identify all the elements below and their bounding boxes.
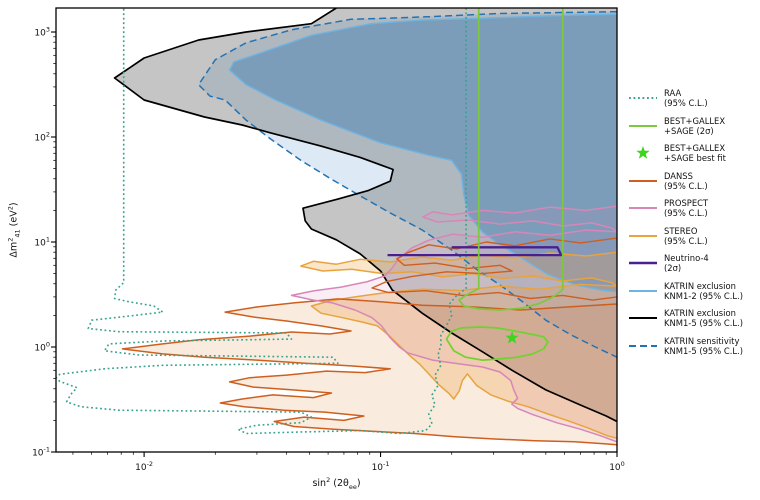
danss-main-fill — [122, 298, 617, 445]
prospect-fill — [291, 206, 617, 442]
neutrino-4-contour — [387, 246, 563, 257]
best-fit-island-contour — [445, 326, 549, 361]
y-tick-label: 10-1 — [32, 445, 50, 459]
legend-entry-neutrino-4: Neutrino-4 (2σ) — [627, 253, 759, 274]
y-tick-label: 101 — [34, 235, 50, 249]
x-tick-label: 10-1 — [371, 460, 390, 473]
legend-label-katrin-knm15: KATRIN exclusion KNM1-5 (95% C.L.) — [664, 308, 743, 329]
legend-label-prospect: PROSPECT (95% C.L.) — [664, 198, 709, 219]
legend-swatch-stereo-line-icon — [629, 234, 657, 237]
best-gallex-sage-2sigma-contour — [458, 8, 564, 311]
legend-swatch-best-gallex-sage-line-icon — [629, 124, 657, 127]
plot-frame — [55, 7, 618, 453]
y-tick-label: 102 — [34, 130, 50, 144]
y-tick-label: 100 — [34, 340, 50, 354]
legend-swatch-danss-line-icon — [629, 179, 657, 182]
legend-entry-stereo: STEREO (95% C.L.) — [627, 226, 759, 247]
stereo-fill — [300, 252, 617, 439]
legend-entry-katrin-sens: KATRIN sensitivity KNM1-5 (95% C.L.) — [627, 336, 759, 357]
legend-entry-raa: RAA (95% C.L.) — [627, 88, 759, 109]
y-tick-label: 103 — [34, 25, 50, 39]
raa-contour — [56, 8, 467, 435]
prospect-contour — [290, 205, 617, 443]
legend-entry-prospect: PROSPECT (95% C.L.) — [627, 198, 759, 219]
legend-swatch-raa-line-icon — [629, 97, 657, 100]
x-tick-label: 100 — [609, 460, 625, 473]
legend-entry-best-fit: BEST+GALLEX +SAGE best fit — [627, 143, 759, 164]
axis-ticks — [51, 31, 618, 457]
legend-entry-katrin-knm12: KATRIN exclusion KNM1-2 (95% C.L.) — [627, 281, 759, 302]
legend-swatch-katrin-sens-line-icon — [629, 344, 657, 347]
katrin-exclusion-knm12-contour — [228, 13, 617, 293]
plot-area — [56, 8, 617, 446]
legend-entry-katrin-knm15: KATRIN exclusion KNM1-5 (95% C.L.) — [627, 308, 759, 329]
katrin-sensitivity-knm15-contour — [197, 10, 617, 358]
legend-swatch-prospect-line-icon — [629, 207, 657, 210]
legend-label-katrin-knm12: KATRIN exclusion KNM1-2 (95% C.L.) — [664, 280, 743, 301]
x-tick-label: 10-2 — [135, 460, 154, 473]
x-axis-title: sin2 (2θee) — [312, 476, 361, 492]
legend-swatch-best-fit-star-icon — [636, 146, 650, 159]
danss-main-contour — [121, 298, 617, 446]
legend-swatch-katrin-knm15-line-icon — [629, 317, 657, 320]
legend-label-neutrino-4: Neutrino-4 (2σ) — [664, 253, 709, 274]
y-axis-title: Δm241 (eV2) — [6, 202, 22, 258]
legend-label-best-gallex-sage: BEST+GALLEX +SAGE (2σ) — [664, 115, 726, 136]
legend-entry-danss: DANSS (95% C.L.) — [627, 171, 759, 192]
legend-swatch-katrin-knm12-line-icon — [629, 289, 657, 292]
legend: RAA (95% C.L.) BEST+GALLEX +SAGE (2σ) BEST+G… — [627, 88, 759, 363]
legend-swatch-neutrino-4-line-icon — [629, 262, 657, 265]
best-fit-star — [505, 330, 519, 344]
legend-label-danss: DANSS (95% C.L.) — [664, 170, 708, 191]
legend-entry-best-gallex-sage: BEST+GALLEX +SAGE (2σ) — [627, 116, 759, 137]
stereo-contour — [300, 251, 617, 440]
legend-label-best-fit: BEST+GALLEX +SAGE best fit — [664, 143, 726, 164]
legend-label-stereo: STEREO (95% C.L.) — [664, 225, 708, 246]
legend-label-raa: RAA (95% C.L.) — [664, 88, 708, 109]
legend-label-katrin-sens: KATRIN sensitivity KNM1-5 (95% C.L.) — [664, 335, 743, 356]
katrin-exclusion-knm15-contour — [113, 8, 617, 423]
danss-upper-contour — [371, 237, 617, 301]
